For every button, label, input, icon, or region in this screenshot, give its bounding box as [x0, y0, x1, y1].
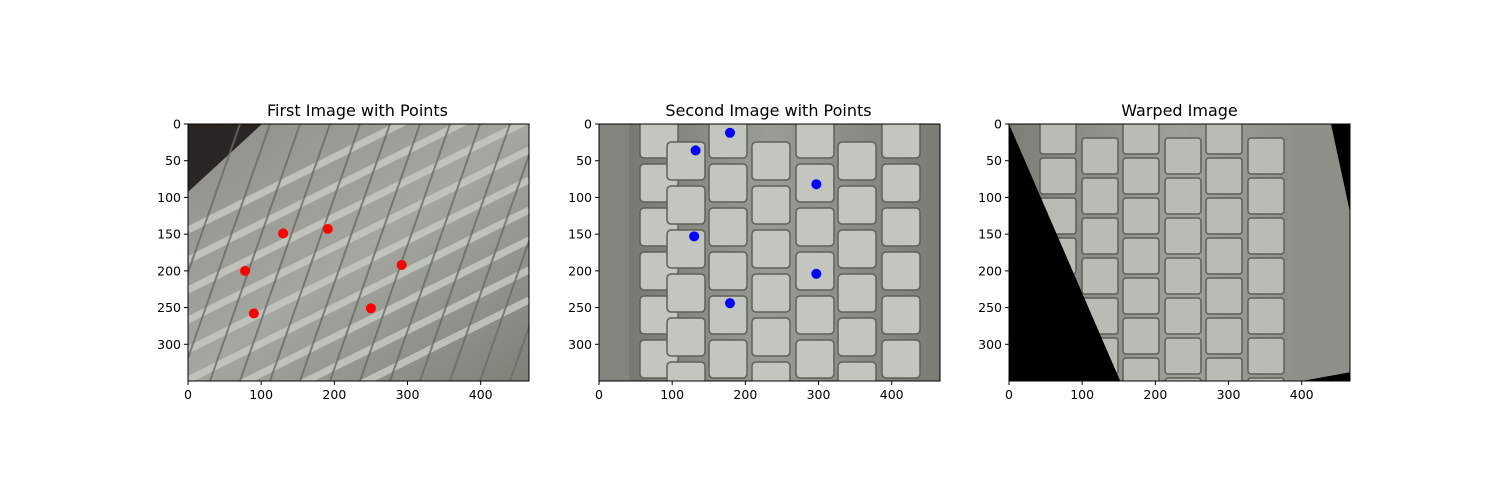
- data-point: [690, 145, 701, 156]
- y-tick-label: 150: [978, 227, 1002, 242]
- chart-title: First Image with Points: [267, 101, 448, 120]
- axes-frame: [1008, 123, 1351, 382]
- x-tick-label: 300: [396, 387, 420, 402]
- y-tick-label: 300: [978, 337, 1002, 352]
- y-tick-label: 0: [584, 117, 592, 132]
- warped-keyboard-photo: [1009, 124, 1350, 381]
- y-tick-label: 250: [978, 300, 1002, 315]
- y-tick-label: 100: [978, 190, 1002, 205]
- data-point: [278, 228, 289, 239]
- y-tick-label: 50: [165, 153, 181, 168]
- x-tick-label: 200: [733, 387, 757, 402]
- x-tick-label: 0: [184, 387, 192, 402]
- keyboard-photo-first: [188, 124, 529, 381]
- y-tick-label: 50: [576, 153, 592, 168]
- x-tick-label: 200: [322, 387, 346, 402]
- y-tick-label: 200: [157, 263, 181, 278]
- y-tick-label: 300: [157, 337, 181, 352]
- data-point: [724, 127, 735, 138]
- chart-title: Second Image with Points: [665, 101, 871, 120]
- x-tick-label: 400: [1290, 387, 1314, 402]
- data-point: [240, 265, 251, 276]
- warp-black-region: [1009, 124, 1121, 381]
- data-point: [689, 231, 700, 242]
- x-tick-label: 100: [1070, 387, 1094, 402]
- axes-frame: [598, 123, 941, 382]
- data-point: [396, 259, 407, 270]
- y-tick-label: 300: [568, 337, 592, 352]
- x-tick-label: 200: [1143, 387, 1167, 402]
- data-point: [724, 298, 735, 309]
- x-tick-label: 100: [660, 387, 684, 402]
- y-tick-label: 150: [157, 227, 181, 242]
- first-image-panel: First Image with Points 0 100 200 300 400 0 50…: [157, 101, 530, 402]
- y-tick-label: 200: [978, 263, 1002, 278]
- y-tick-label: 100: [157, 190, 181, 205]
- y-tick-label: 250: [157, 300, 181, 315]
- y-tick-label: 200: [568, 263, 592, 278]
- x-tick-label: 400: [469, 387, 493, 402]
- warped-image-panel: Warped Image 0 100 200 300 400 0 50 100 150 200 25…: [978, 101, 1351, 402]
- y-tick-label: 0: [994, 117, 1002, 132]
- warp-black-region: [1301, 372, 1350, 381]
- y-tick-label: 100: [568, 190, 592, 205]
- y-tick-label: 0: [173, 117, 181, 132]
- x-tick-label: 100: [249, 387, 273, 402]
- y-tick-label: 50: [986, 153, 1002, 168]
- x-tick-label: 0: [595, 387, 603, 402]
- keyboard-photo-second: [599, 124, 940, 381]
- warp-black-region: [1330, 124, 1350, 213]
- x-tick-label: 0: [1005, 387, 1013, 402]
- data-point: [811, 268, 822, 279]
- x-tick-label: 300: [807, 387, 831, 402]
- data-point: [811, 179, 822, 190]
- x-tick-label: 300: [1217, 387, 1241, 402]
- y-tick-label: 150: [568, 227, 592, 242]
- data-point: [322, 224, 333, 235]
- chart-title: Warped Image: [1121, 101, 1238, 120]
- y-tick-label: 250: [568, 300, 592, 315]
- second-image-panel: Second Image with Points 0 100 200 300 400 0 5…: [568, 101, 941, 402]
- x-tick-label: 400: [880, 387, 904, 402]
- axes-frame: [187, 123, 530, 382]
- data-point: [365, 303, 376, 314]
- data-point: [248, 308, 259, 319]
